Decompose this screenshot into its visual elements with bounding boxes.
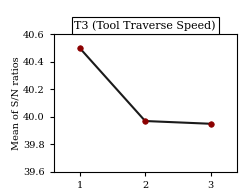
Y-axis label: Mean of S/N ratios: Mean of S/N ratios (11, 56, 20, 150)
Title: T3 (Tool Traverse Speed): T3 (Tool Traverse Speed) (74, 20, 216, 31)
